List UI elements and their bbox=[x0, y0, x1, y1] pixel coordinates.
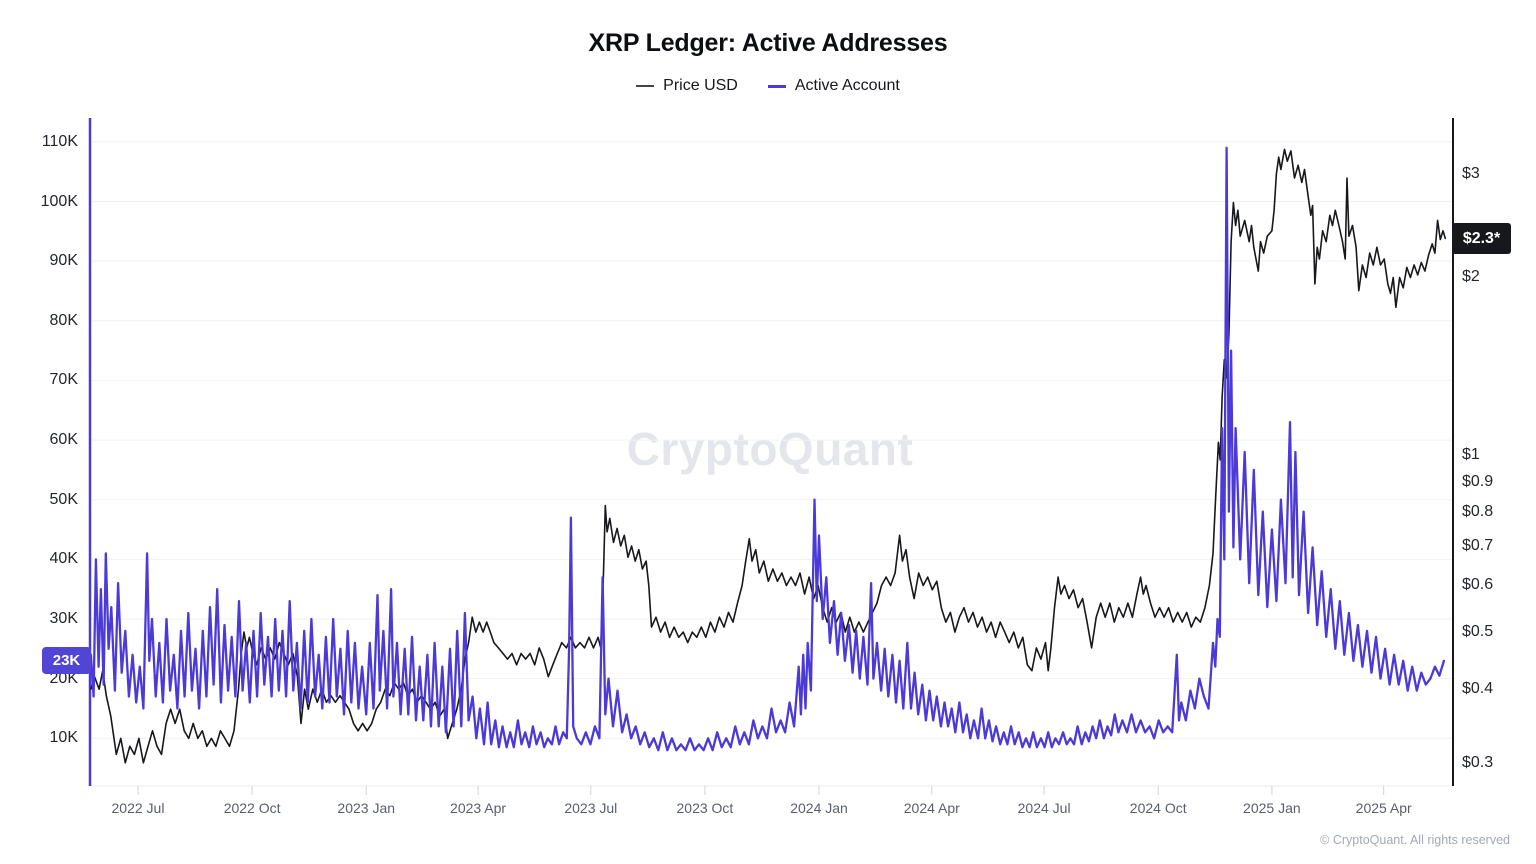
y-axis-right-tick-label: $0.3 bbox=[1462, 753, 1494, 771]
x-axis-tick-label: 2025 Apr bbox=[1355, 800, 1412, 816]
x-axis-tick-label: 2023 Oct bbox=[676, 800, 734, 816]
x-axis-tick-label: 2023 Jul bbox=[564, 800, 618, 816]
y-axis-left-tick-label: 50K bbox=[49, 490, 78, 508]
x-axis-tick-label: 2022 Oct bbox=[223, 800, 281, 816]
x-axis-tick-label: 2024 Apr bbox=[903, 800, 960, 816]
x-axis-tick-label: 2023 Jan bbox=[337, 800, 396, 816]
y-axis-left-tick-label: 60K bbox=[49, 431, 78, 449]
y-axis-left-tick-label: 110K bbox=[41, 132, 78, 150]
price-usd-line bbox=[90, 148, 1447, 764]
price-current-value-badge: $2.3* bbox=[1452, 222, 1511, 254]
active-account-line bbox=[89, 146, 1446, 752]
y-axis-right-tick-label: $1 bbox=[1462, 445, 1480, 463]
chart-title: XRP Ledger: Active Addresses bbox=[588, 29, 948, 57]
price-usd-line-swatch-icon bbox=[636, 85, 655, 87]
y-axis-right-tick-label: $0.8 bbox=[1462, 502, 1494, 520]
x-axis-tick-label: 2024 Oct bbox=[1129, 800, 1187, 816]
x-axis-tick-label: 2022 Jul bbox=[111, 800, 165, 816]
cryptoquant-watermark: CryptoQuant bbox=[626, 423, 914, 475]
x-axis-tick-label: 2025 Jan bbox=[1243, 800, 1301, 816]
y-axis-right-tick-label: $0.6 bbox=[1462, 576, 1494, 594]
y-axis-left-tick-label: 30K bbox=[49, 610, 78, 627]
y-axis-left-tick-label: 10K bbox=[49, 729, 78, 747]
legend-item-price-usd[interactable]: Price USD bbox=[636, 77, 738, 95]
y-axis-right-tick-label: $2 bbox=[1462, 268, 1480, 286]
x-axis-tick-label: 2024 Jan bbox=[790, 800, 848, 816]
x-axis-tick-label: 2024 Jul bbox=[1017, 800, 1071, 816]
active-account-current-value-badge: 23K bbox=[42, 647, 91, 675]
x-axis-tick-label: 2023 Apr bbox=[450, 800, 507, 816]
y-axis-right-tick-label: $0.9 bbox=[1462, 472, 1494, 490]
y-axis-left-tick-label: 100K bbox=[40, 192, 78, 210]
y-axis-left-tick-label: 80K bbox=[49, 311, 78, 329]
y-axis-left-tick-label: 70K bbox=[49, 371, 78, 389]
legend-label-price-usd: Price USD bbox=[663, 77, 738, 94]
y-axis-left-tick-label: 40K bbox=[49, 550, 78, 568]
copyright-footer: © CryptoQuant. All rights reserved bbox=[1320, 833, 1510, 847]
legend: Price USD Active Account bbox=[0, 77, 1536, 95]
legend-label-active-account: Active Account bbox=[794, 77, 900, 94]
y-axis-right-tick-label: $0.5 bbox=[1462, 623, 1494, 641]
active-account-line-swatch-icon bbox=[767, 84, 786, 88]
legend-item-active-account[interactable]: Active Account bbox=[767, 77, 900, 95]
y-axis-right-tick-label: $3 bbox=[1462, 164, 1480, 182]
y-axis-right-tick-label: $0.7 bbox=[1462, 537, 1494, 555]
y-axis-left-tick-label: 90K bbox=[49, 252, 78, 270]
y-axis-right-tick-label: $0.4 bbox=[1462, 680, 1494, 698]
